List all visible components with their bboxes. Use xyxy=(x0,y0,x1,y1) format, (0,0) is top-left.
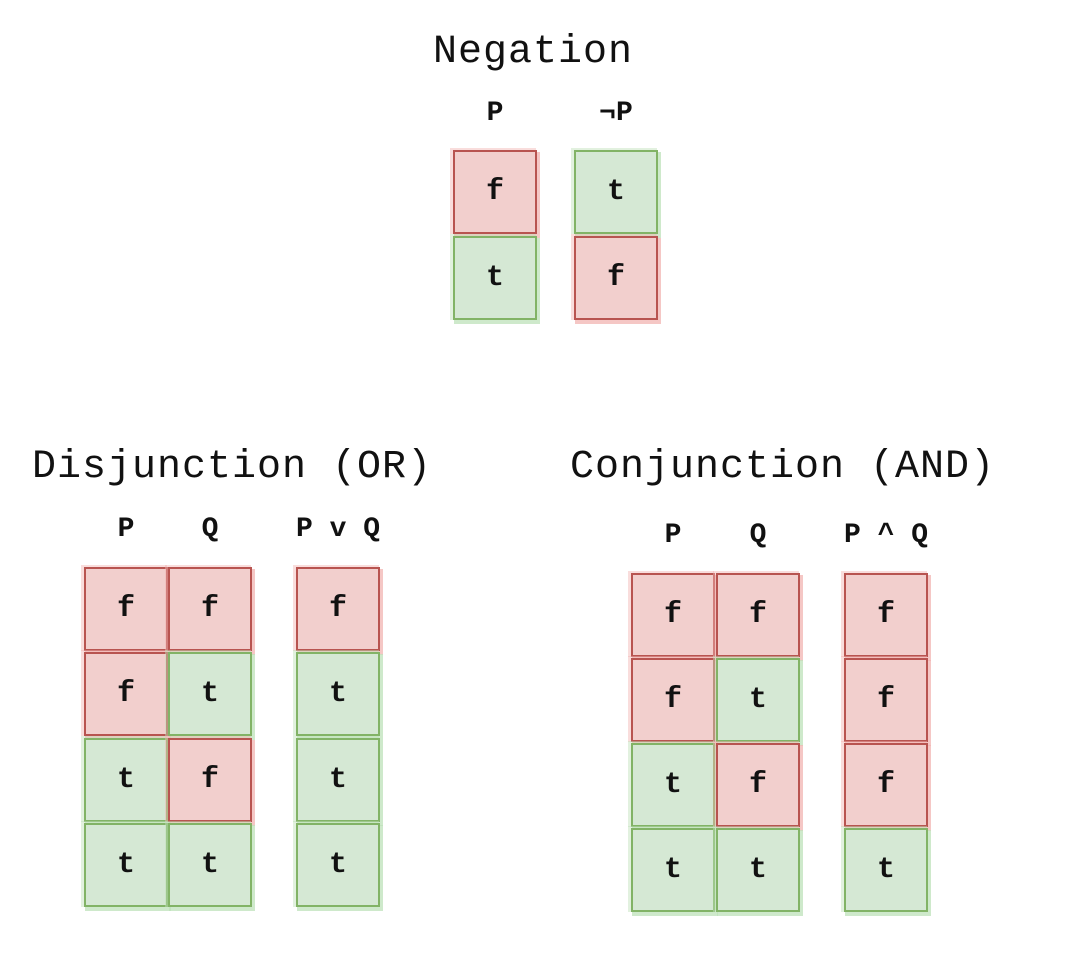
conjunction-result-row2-cell: f xyxy=(844,658,928,742)
disjunction-q-row2-cell: t xyxy=(168,652,252,736)
negation-p-row2-cell: t xyxy=(453,236,537,320)
disjunction-p-row4-cell: t xyxy=(84,823,168,907)
negation-header-not-p: ¬P xyxy=(599,98,633,129)
conjunction-header-p: P xyxy=(664,520,682,551)
negation-header-p: P xyxy=(486,98,504,129)
conjunction-p-row4-cell: t xyxy=(631,828,715,912)
conjunction-header-p-and-q: P ^ Q xyxy=(844,520,929,551)
conjunction-q-row1-cell: f xyxy=(716,573,800,657)
conjunction-p-row1-cell: f xyxy=(631,573,715,657)
conjunction-p-row3-cell: t xyxy=(631,743,715,827)
negation-title: Negation xyxy=(433,30,634,75)
disjunction-p-row3-cell: t xyxy=(84,738,168,822)
negation-not-p-row2-cell: f xyxy=(574,236,658,320)
conjunction-header-q: Q xyxy=(749,520,767,551)
conjunction-q-row4-cell: t xyxy=(716,828,800,912)
conjunction-title: Conjunction (AND) xyxy=(570,445,996,490)
disjunction-p-row2-cell: f xyxy=(84,652,168,736)
negation-not-p-row1-cell: t xyxy=(574,150,658,234)
disjunction-result-row4-cell: t xyxy=(296,823,380,907)
disjunction-q-row3-cell: f xyxy=(168,738,252,822)
disjunction-header-p-or-q: P v Q xyxy=(296,514,381,545)
conjunction-result-row4-cell: t xyxy=(844,828,928,912)
disjunction-header-q: Q xyxy=(201,514,219,545)
negation-p-row1-cell: f xyxy=(453,150,537,234)
conjunction-q-row2-cell: t xyxy=(716,658,800,742)
disjunction-title: Disjunction (OR) xyxy=(32,445,433,490)
disjunction-result-row2-cell: t xyxy=(296,652,380,736)
conjunction-result-row1-cell: f xyxy=(844,573,928,657)
disjunction-result-row1-cell: f xyxy=(296,567,380,651)
disjunction-p-row1-cell: f xyxy=(84,567,168,651)
disjunction-q-row1-cell: f xyxy=(168,567,252,651)
conjunction-result-row3-cell: f xyxy=(844,743,928,827)
disjunction-result-row3-cell: t xyxy=(296,738,380,822)
disjunction-q-row4-cell: t xyxy=(168,823,252,907)
conjunction-p-row2-cell: f xyxy=(631,658,715,742)
disjunction-header-p: P xyxy=(117,514,135,545)
conjunction-q-row3-cell: f xyxy=(716,743,800,827)
